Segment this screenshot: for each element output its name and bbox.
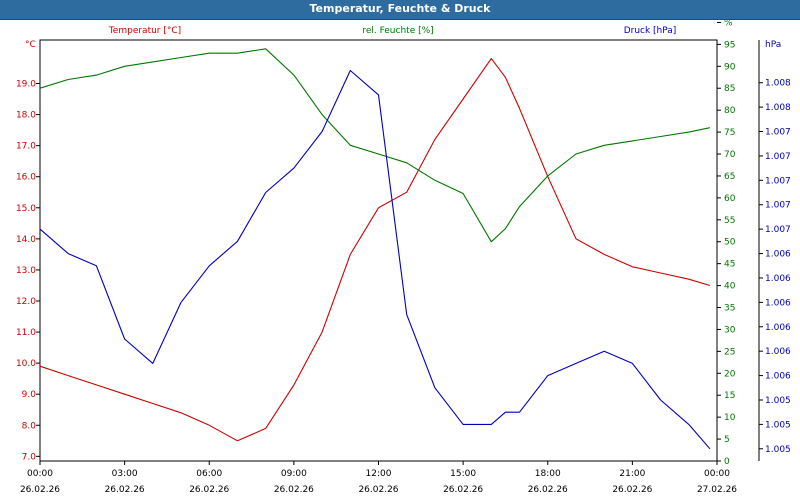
x-tick-time: 18:00 — [535, 469, 561, 479]
x-tick-time: 03:00 — [112, 469, 138, 479]
y-tick-label-humidity: 0 — [724, 457, 730, 467]
y-tick-label-humidity: 30 — [724, 325, 736, 335]
y-tick-label-humidity: 75 — [724, 128, 735, 138]
y-tick-label-humidity: 10 — [724, 413, 736, 423]
y-tick-label-humidity: 15 — [724, 391, 735, 401]
y-tick-label-temperature: 14.0 — [16, 235, 36, 245]
y-tick-label-humidity: 65 — [724, 172, 735, 182]
y-tick-label-humidity: 85 — [724, 84, 735, 94]
y-tick-label-humidity: 25 — [724, 347, 735, 357]
x-tick-time: 15:00 — [450, 469, 476, 479]
y-tick-label-pressure: 1.007 — [765, 152, 791, 162]
x-tick-date: 26.02.26 — [528, 485, 568, 495]
legend-humidity: rel. Feuchte [%] — [362, 26, 433, 36]
y-tick-label-pressure: 1.005 — [765, 420, 791, 430]
legend-temperature: Temperatur [°C] — [108, 26, 181, 36]
chart-canvas: 00:00 26.02.26 03:00 26.02.26 06:00 26.02.26 0… — [16, 20, 791, 495]
y-tick-label-temperature: 17.0 — [16, 142, 36, 152]
y-tick-label-humidity: 5 — [724, 435, 730, 445]
y-tick-label-pressure: 1.005 — [765, 445, 791, 455]
y-tick-label-pressure: 1.007 — [765, 176, 791, 186]
x-tick-date: 26.02.26 — [612, 485, 652, 495]
temperature-unit: °C — [25, 40, 36, 50]
x-tick-time: 09:00 — [281, 469, 307, 479]
y-tick-label-pressure: 1.005 — [765, 396, 791, 406]
y-tick-label-pressure: 1.007 — [765, 225, 791, 235]
y-tick-label-temperature: 19.0 — [16, 79, 36, 89]
y-tick-label-humidity: 20 — [724, 369, 736, 379]
y-tick-label-temperature: 12.0 — [16, 297, 36, 307]
y-tick-label-temperature: 9.0 — [22, 390, 37, 400]
y-tick-label-pressure: 1.006 — [765, 274, 791, 284]
pressure-unit: hPa — [765, 40, 781, 50]
series-layer — [39, 48, 711, 450]
y-tick-label-pressure: 1.006 — [765, 372, 791, 382]
y-tick-label-humidity: 70 — [724, 150, 736, 160]
x-tick-date: 26.02.26 — [358, 485, 398, 495]
y-tick-label-humidity: 90 — [724, 62, 736, 72]
x-tick-date: 26.02.26 — [274, 485, 314, 495]
x-tick-date: 27.02.26 — [697, 485, 737, 495]
legend-pressure: Druck [hPa] — [624, 26, 677, 36]
x-tick-date: 26.02.26 — [105, 485, 145, 495]
series-pressure — [39, 69, 711, 450]
y-tick-label-pressure: 1.006 — [765, 250, 791, 260]
y-tick-label-pressure: 1.006 — [765, 298, 791, 308]
x-tick-time: 06:00 — [196, 469, 222, 479]
y-tick-label-humidity: 35 — [724, 304, 735, 314]
y-tick-label-temperature: 10.0 — [16, 359, 36, 369]
series-humidity — [39, 48, 711, 243]
y-tick-label-humidity: 60 — [724, 194, 736, 204]
y-tick-label-temperature: 18.0 — [16, 111, 36, 121]
axis-labels: 00:00 26.02.26 03:00 26.02.26 06:00 26.02.26 0… — [16, 20, 791, 495]
y-tick-label-pressure: 1.007 — [765, 201, 791, 211]
y-tick-label-humidity: 95 — [724, 40, 735, 50]
y-tick-label-humidity: % — [724, 20, 733, 28]
x-tick-date: 26.02.26 — [189, 485, 229, 495]
x-tick-time: 12:00 — [366, 469, 392, 479]
y-tick-label-pressure: 1.006 — [765, 323, 791, 333]
x-tick-time: 00:00 — [704, 469, 730, 479]
plot-frame — [39, 39, 718, 462]
x-tick-date: 26.02.26 — [20, 485, 60, 495]
y-tick-label-humidity: 50 — [724, 238, 736, 248]
y-tick-label-pressure: 1.008 — [765, 103, 791, 113]
series-temperature — [39, 58, 711, 442]
x-tick-time: 00:00 — [27, 469, 53, 479]
y-tick-label-pressure: 1.007 — [765, 128, 791, 138]
y-tick-label-temperature: 11.0 — [16, 328, 36, 338]
y-tick-label-humidity: 55 — [724, 216, 735, 226]
y-tick-label-humidity: 80 — [724, 106, 736, 116]
axes — [36, 21, 763, 465]
y-tick-label-temperature: 16.0 — [16, 173, 36, 183]
y-tick-label-temperature: 8.0 — [22, 421, 37, 431]
y-tick-label-temperature: 7.0 — [22, 452, 37, 462]
x-tick-time: 21:00 — [619, 469, 645, 479]
window-title: Temperatur, Feuchte & Druck — [0, 0, 800, 20]
y-tick-label-pressure: 1.006 — [765, 347, 791, 357]
y-tick-label-humidity: 40 — [724, 282, 736, 292]
x-tick-date: 26.02.26 — [443, 485, 483, 495]
y-tick-label-pressure: 1.008 — [765, 79, 791, 89]
y-tick-label-temperature: 13.0 — [16, 266, 36, 276]
y-tick-label-humidity: 45 — [724, 260, 735, 270]
y-tick-label-temperature: 15.0 — [16, 204, 36, 214]
